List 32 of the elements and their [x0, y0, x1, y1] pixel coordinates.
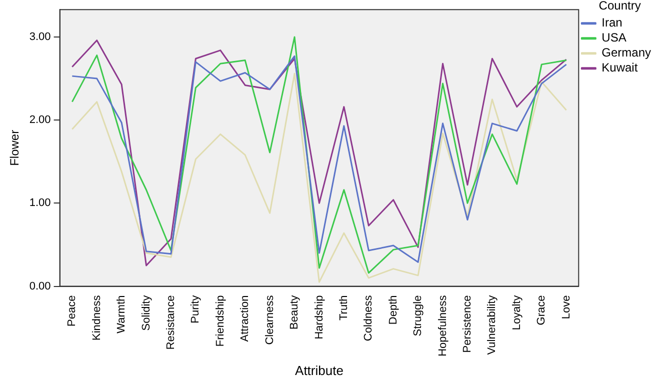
x-tick-label: Kindness	[90, 294, 103, 341]
x-tick-label: Struggle	[412, 295, 424, 336]
x-tick-label: Persistence	[462, 295, 474, 353]
y-tick-label: 2.00	[29, 114, 51, 126]
x-tick-label: Purity	[190, 294, 202, 324]
x-tick-label: Hardship	[313, 295, 326, 340]
legend-label: USA	[602, 30, 626, 45]
x-tick-label: Peace	[66, 295, 78, 326]
legend-label: Kuwait	[602, 60, 638, 75]
legend-title: Country	[598, 0, 641, 12]
x-tick-label: Grace	[536, 295, 548, 326]
y-axis-title: Flower	[8, 130, 22, 166]
x-tick-label: Clearness	[264, 294, 276, 345]
x-tick-label: Attraction	[239, 295, 252, 342]
x-tick-label: Beauty	[288, 294, 301, 330]
x-tick-label: Warmth	[116, 295, 128, 334]
x-tick-label: Hopefulness	[436, 294, 449, 356]
x-tick-label: Truth	[338, 295, 350, 321]
y-tick-label: 3.00	[29, 31, 51, 44]
x-tick-label: Depth	[387, 295, 400, 325]
x-axis-title: Attribute	[295, 362, 344, 378]
legend-label: Germany	[602, 46, 652, 60]
x-tick-label: Friendship	[214, 295, 226, 347]
x-tick-label: Loyalty	[510, 294, 523, 330]
x-tick-label: Resistance	[165, 295, 178, 350]
x-tick-label: Solidity	[140, 294, 152, 331]
x-tick-label: Coldness	[362, 294, 375, 342]
x-tick-label: Love	[560, 295, 572, 320]
x-tick-label: Vulnerability	[486, 294, 498, 355]
legend-label: Iran	[602, 16, 622, 30]
y-tick-label: 1.00	[29, 197, 51, 210]
y-tick-label: 0.00	[29, 280, 51, 292]
